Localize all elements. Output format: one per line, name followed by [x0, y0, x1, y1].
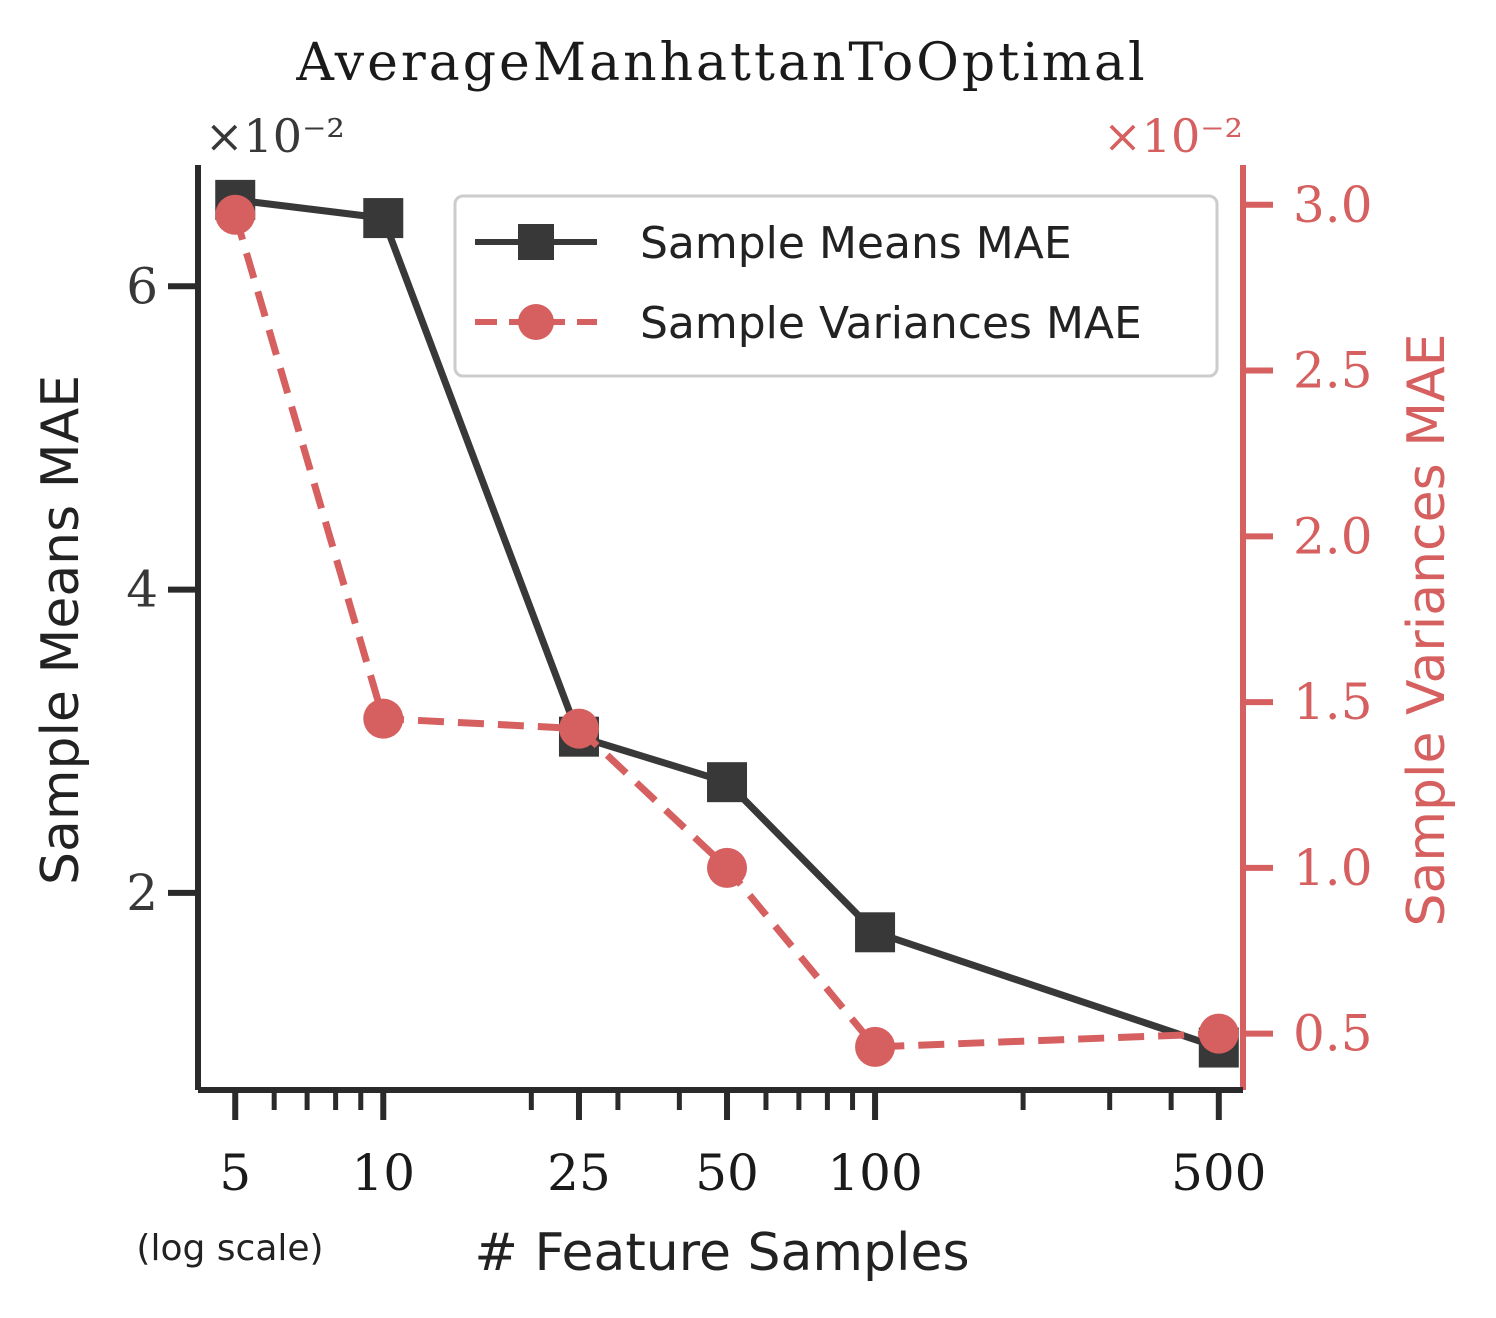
x-axis-scale-note: (log scale) — [136, 1228, 323, 1269]
x-axis-tick-label: 25 — [547, 1144, 611, 1202]
right-axis-tick-label: 3.0 — [1293, 176, 1373, 234]
data-point-means — [363, 198, 404, 239]
left-axis-multiplier: ×10⁻² — [205, 109, 345, 163]
right-axis-tick-label: 2.5 — [1293, 342, 1373, 400]
right-axis-tick-label: 1.5 — [1293, 673, 1373, 731]
x-axis: 5 10 25 50 100 500 — [198, 1087, 1267, 1202]
legend-marker-means — [518, 224, 554, 260]
legend-marker-variances — [518, 304, 554, 340]
x-axis-tick-label: 50 — [695, 1144, 759, 1202]
series-line-means — [234, 196, 1220, 1051]
data-point-variances — [215, 194, 256, 235]
legend-label-means: Sample Means MAE — [640, 218, 1072, 269]
y-axis-label-left: Sample Means MAE — [31, 375, 91, 885]
series-line-variances — [231, 213, 1219, 1051]
right-axis-multiplier: ×10⁻² — [1103, 109, 1243, 163]
x-axis-tick-label: 100 — [827, 1144, 922, 1202]
right-axis-tick-label: 0.5 — [1293, 1005, 1373, 1063]
left-axis-tick-label: 6 — [126, 257, 158, 315]
legend: Sample Means MAE Sample Variances MAE — [453, 194, 1219, 378]
legend-label-variances: Sample Variances MAE — [640, 298, 1142, 349]
data-point-variances — [558, 708, 599, 749]
series-layer — [215, 179, 1239, 1068]
data-point-variances — [707, 847, 748, 888]
x-axis-label: # Feature Samples — [474, 1223, 969, 1283]
data-point-means — [707, 762, 748, 803]
chart-title: AverageManhattanToOptimal — [295, 33, 1147, 93]
data-point-variances — [855, 1026, 896, 1067]
x-axis-tick-label: 500 — [1171, 1144, 1266, 1202]
right-axis: 0.5 1.0 1.5 2.0 2.5 3.0 — [1240, 165, 1373, 1090]
left-axis-tick-label: 4 — [126, 561, 158, 619]
data-point-variances — [363, 698, 404, 739]
left-axis: 2 4 6 — [126, 165, 201, 1090]
legend-frame — [453, 194, 1219, 378]
y-axis-label-right: Sample Variances MAE — [1397, 333, 1457, 926]
x-axis-tick-label: 10 — [351, 1144, 415, 1202]
data-point-variances — [1198, 1013, 1239, 1054]
left-axis-tick-label: 2 — [126, 864, 158, 922]
data-point-means — [855, 912, 896, 953]
right-axis-tick-label: 2.0 — [1293, 507, 1373, 565]
x-axis-tick-label: 5 — [219, 1144, 251, 1202]
right-axis-tick-label: 1.0 — [1293, 839, 1373, 897]
